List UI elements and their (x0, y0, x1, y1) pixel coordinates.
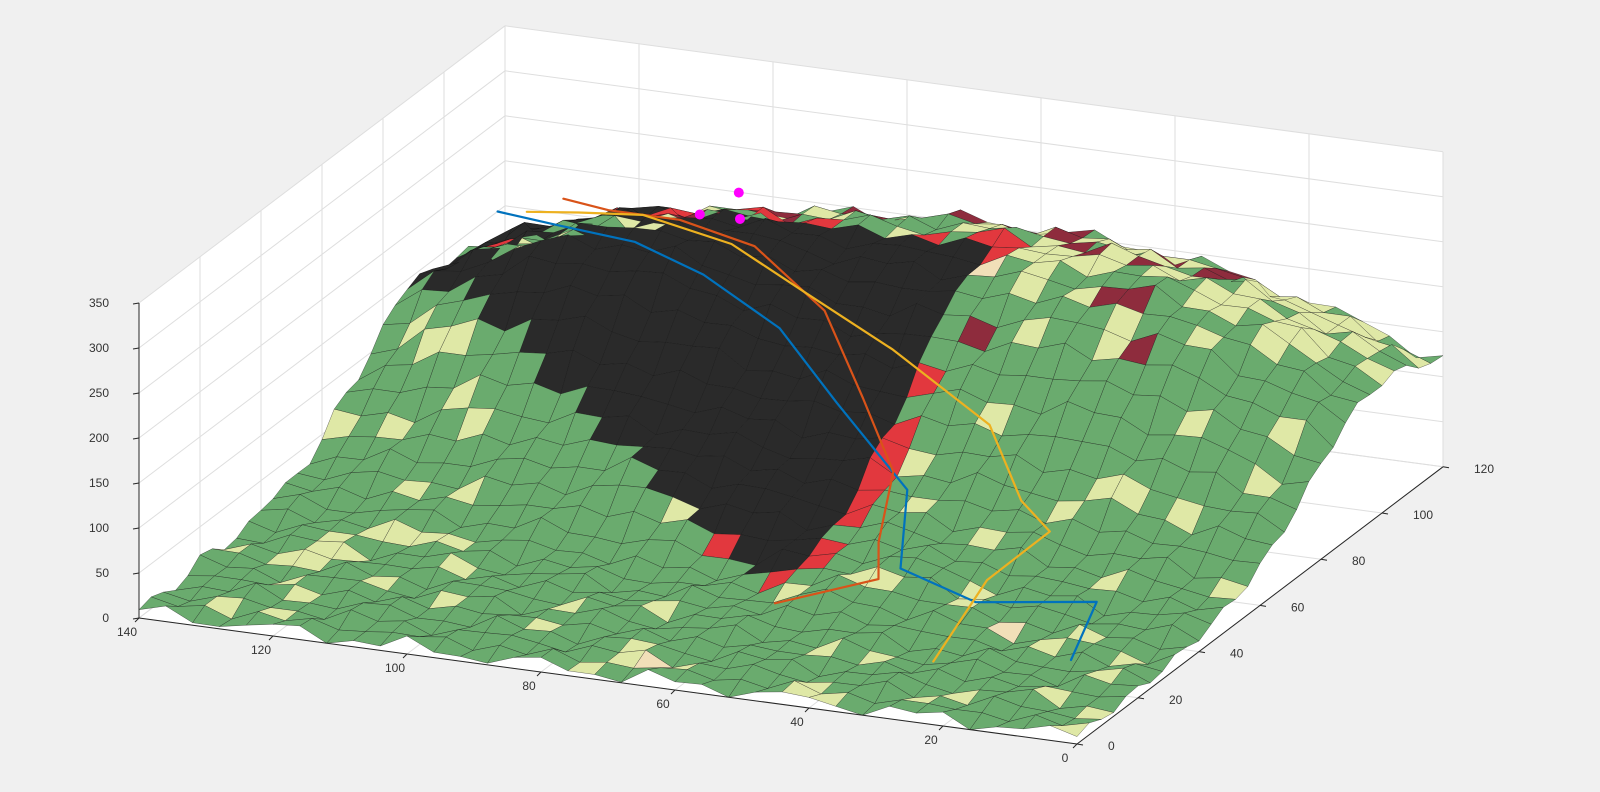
z-tick-mark (132, 302, 140, 305)
z-tick-mark (132, 392, 140, 395)
start-marker (735, 213, 745, 224)
z-tick-label: 200 (89, 431, 109, 445)
z-tick-mark (132, 437, 140, 440)
x-tick-mark (1072, 743, 1078, 749)
wall-gridline-z (138, 70, 506, 349)
z-tick-mark (132, 347, 140, 350)
trajectory-line (525, 210, 1051, 663)
y-tick-label: 0 (1108, 739, 1115, 753)
x-tick-mark (268, 635, 274, 641)
start-marker (733, 187, 744, 198)
start-marker (694, 209, 705, 220)
wall-gridline-z (138, 205, 506, 484)
x-tick-label: 0 (1062, 751, 1069, 765)
x-tick-label: 140 (117, 625, 137, 639)
y-tick-label: 80 (1352, 554, 1366, 568)
y-tick-mark (1259, 604, 1267, 607)
x-tick-label: 60 (656, 697, 670, 711)
z-tick-mark (132, 527, 140, 530)
y-tick-mark (1381, 512, 1389, 515)
z-tick-mark (132, 617, 140, 620)
wall-gridline-z (138, 25, 506, 304)
wall-gridline-z (138, 115, 506, 394)
z-tick-label: 0 (102, 611, 109, 625)
y-tick-label: 60 (1291, 600, 1305, 614)
x-tick-label: 20 (924, 733, 938, 747)
y-tick-label: 100 (1413, 508, 1433, 522)
trajectories (496, 187, 1098, 663)
y-tick-mark (1320, 558, 1328, 561)
x-tick-label: 40 (790, 715, 804, 729)
trajectory-line (496, 210, 1098, 662)
z-tick-label: 50 (96, 566, 110, 580)
y-tick-label: 40 (1230, 647, 1244, 661)
z-tick-label: 250 (89, 386, 109, 400)
x-tick-mark (938, 725, 944, 731)
x-tick-mark (402, 653, 408, 659)
x-tick-label: 100 (385, 661, 405, 675)
y-tick-label: 120 (1474, 462, 1494, 476)
axes: 0 20 40 60 80 100 120 140 0 20 40 60 80 100 120 0 50 100 1… (89, 296, 1494, 765)
surface-cell (1050, 722, 1090, 737)
wall-gridline-z (138, 160, 506, 439)
y-tick-mark (1137, 697, 1145, 700)
surface-cell (862, 699, 902, 716)
z-tick-mark (132, 572, 140, 575)
surface-cell (219, 611, 260, 627)
x-tick-mark (536, 671, 542, 677)
surface-cell (728, 678, 769, 698)
terrain-surface (138, 205, 1444, 737)
surface-cell (1403, 349, 1444, 364)
y-tick-mark (1442, 466, 1450, 469)
z-tick-label: 100 (89, 521, 109, 535)
x-tick-mark (804, 707, 810, 713)
y-tick-mark (1076, 743, 1084, 746)
z-tick-mark (132, 482, 140, 485)
z-tick-label: 350 (89, 296, 109, 310)
x-tick-label: 120 (251, 643, 271, 657)
z-tick-label: 300 (89, 341, 109, 355)
wall-gridline-z (504, 25, 1444, 153)
y-tick-label: 20 (1169, 693, 1183, 707)
z-tick-label: 150 (89, 476, 109, 490)
wall-gridline-z (504, 115, 1444, 243)
x-axis-line (138, 617, 1078, 745)
y-tick-mark (1198, 651, 1206, 654)
x-tick-mark (670, 689, 676, 695)
x-tick-label: 80 (522, 679, 536, 693)
x-tick-mark (134, 617, 140, 623)
surface-cell (486, 645, 528, 664)
wall-gridline-z (504, 70, 1444, 198)
